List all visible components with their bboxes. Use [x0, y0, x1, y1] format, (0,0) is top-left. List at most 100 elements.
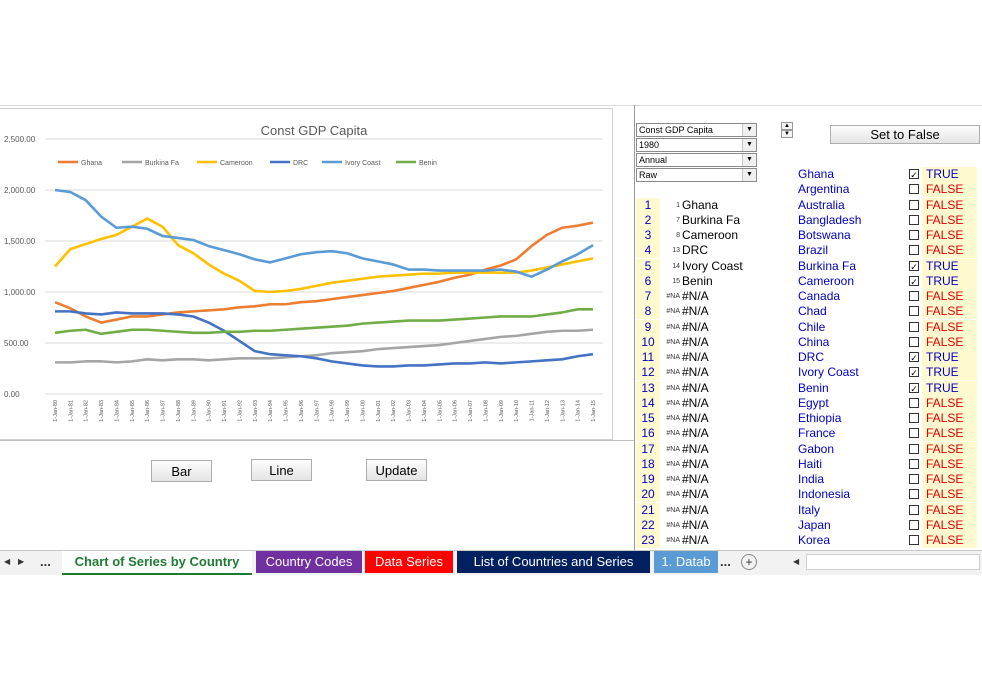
chart-area[interactable]: Const GDP Capita 2,500.00 2,000.00 1,500.0…: [0, 108, 613, 440]
transform-dropdown[interactable]: Raw ▼: [636, 168, 757, 182]
tab-list-of-countries-and-series[interactable]: List of Countries and Series: [457, 551, 650, 573]
country-checkbox[interactable]: [909, 306, 919, 317]
x-tick-label: 1-Jan-99: [345, 400, 351, 422]
x-tick-label: 1-Jan-85: [130, 400, 136, 422]
country-checkbox[interactable]: [909, 489, 919, 500]
list-item: 17 #NA #N/A Gabon FALSE: [636, 441, 977, 457]
row-country: DRC: [798, 350, 824, 364]
country-checkbox[interactable]: [909, 535, 919, 545]
year-dropdown[interactable]: 1980 ▼: [636, 138, 757, 152]
series-line-ghana[interactable]: [54, 221, 594, 324]
row-flag: TRUE: [922, 380, 977, 396]
series-line-burkina-fa[interactable]: [55, 328, 594, 364]
tab-scroll-left-icon[interactable]: ◀: [4, 557, 11, 566]
country-checkbox[interactable]: [909, 321, 919, 332]
country-checkbox[interactable]: [909, 397, 919, 408]
country-checkbox[interactable]: ✓: [909, 367, 919, 379]
chevron-down-icon[interactable]: ▼: [742, 139, 756, 151]
country-checkbox[interactable]: [909, 458, 919, 469]
x-tick-label: 1-Jan-00: [360, 400, 366, 422]
country-checkbox[interactable]: [909, 428, 919, 439]
country-checkbox[interactable]: [909, 291, 919, 301]
row-country: Japan: [798, 517, 831, 532]
country-checkbox[interactable]: [909, 443, 919, 454]
tab-overflow-left[interactable]: ...: [40, 554, 51, 569]
tab-chart-of-series-by-country[interactable]: Chart of Series by Country: [62, 551, 252, 575]
x-tick-label: 1-Jan-88: [176, 400, 182, 422]
x-tick-label: 1-Jan-08: [483, 400, 489, 422]
country-checkbox[interactable]: ✓: [909, 382, 919, 394]
row-number: 1: [636, 197, 660, 213]
row-number: 9: [636, 319, 660, 335]
row-country: Egypt: [798, 395, 829, 410]
legend-label: Benin: [419, 160, 437, 167]
legend-label: Cameroon: [220, 160, 253, 167]
row-flag: FALSE: [922, 228, 977, 243]
row-country: Haiti: [798, 456, 823, 471]
country-checkbox[interactable]: [909, 245, 919, 256]
hscroll-left-icon[interactable]: ◀: [793, 557, 800, 566]
row-code: #NA: [666, 460, 680, 468]
row-series-name: #N/A: [682, 456, 709, 471]
row-number: 13: [636, 380, 660, 396]
chevron-down-icon[interactable]: ▼: [742, 154, 756, 166]
row-number: 7: [636, 289, 660, 304]
add-sheet-icon[interactable]: +: [741, 554, 757, 570]
series-dropdown[interactable]: Const GDP Capita ▼: [636, 123, 757, 137]
x-tick-label: 1-Jan-13: [560, 400, 566, 422]
legend-label: DRC: [293, 160, 308, 167]
country-checkbox[interactable]: ✓: [909, 169, 919, 180]
row-number: 21: [636, 502, 660, 518]
list-item: 23 #NA #N/A Korea FALSE: [636, 533, 977, 548]
tab-country-codes[interactable]: Country Codes: [256, 551, 362, 573]
line-button[interactable]: Line: [251, 459, 312, 481]
country-checkbox[interactable]: ✓: [909, 275, 919, 287]
x-tick-label: 1-Jan-04: [422, 400, 428, 422]
tab-database[interactable]: 1. Datab: [654, 551, 718, 573]
list-item: 21 #NA #N/A Italy FALSE: [636, 502, 977, 518]
row-code: #NA: [666, 338, 680, 346]
chevron-down-icon[interactable]: ▼: [742, 124, 756, 136]
country-checkbox[interactable]: [909, 230, 919, 240]
chevron-down-icon[interactable]: ▼: [742, 169, 756, 181]
y-tick-label: 2,500.00: [4, 135, 36, 144]
list-item: 10 #NA #N/A China FALSE: [636, 334, 977, 350]
horizontal-scrollbar[interactable]: [806, 554, 980, 570]
country-checkbox[interactable]: [909, 336, 919, 347]
series-line-cameroon[interactable]: [54, 217, 594, 294]
update-button[interactable]: Update: [366, 459, 427, 481]
row-code: 7: [676, 216, 680, 224]
bar-button[interactable]: Bar: [151, 460, 212, 482]
row-series-name: #N/A: [682, 334, 709, 349]
list-item: Argentina FALSE: [636, 182, 977, 198]
frequency-dropdown[interactable]: Annual ▼: [636, 153, 757, 167]
list-item: 20 #NA #N/A Indonesia FALSE: [636, 487, 977, 503]
series-line-ivory-coast[interactable]: [54, 188, 594, 278]
spin-up-button[interactable]: ▲: [781, 122, 793, 130]
x-tick-label: 1-Jan-97: [314, 400, 320, 422]
spin-down-button[interactable]: ▼: [781, 130, 793, 138]
row-country: Indonesia: [798, 487, 851, 502]
row-number: 10: [636, 334, 660, 350]
country-checkbox[interactable]: [909, 199, 919, 210]
country-checkbox[interactable]: [909, 214, 919, 225]
row-series-name: Cameroon: [682, 228, 739, 242]
list-item: 4 13 DRC Brazil FALSE: [636, 243, 977, 259]
row-code: #NA: [666, 369, 680, 377]
row-flag: TRUE: [922, 350, 977, 365]
tab-scroll-right-icon[interactable]: ▶: [18, 557, 25, 566]
chart-title: Const GDP Capita: [261, 123, 368, 138]
country-checkbox[interactable]: [909, 519, 919, 530]
country-checkbox[interactable]: [909, 413, 919, 423]
x-tick-label: 1-Jan-90: [207, 400, 213, 422]
country-checkbox[interactable]: [909, 504, 919, 515]
tab-overflow-right[interactable]: ...: [720, 554, 731, 569]
series-line-benin[interactable]: [54, 308, 593, 336]
country-checkbox[interactable]: [909, 184, 919, 195]
country-checkbox[interactable]: [909, 474, 919, 484]
country-checkbox[interactable]: ✓: [909, 260, 919, 272]
country-checkbox[interactable]: ✓: [909, 352, 919, 363]
set-to-false-button[interactable]: Set to False: [830, 125, 980, 144]
series-line-drc[interactable]: [55, 310, 594, 368]
tab-data-series[interactable]: Data Series: [365, 551, 453, 573]
